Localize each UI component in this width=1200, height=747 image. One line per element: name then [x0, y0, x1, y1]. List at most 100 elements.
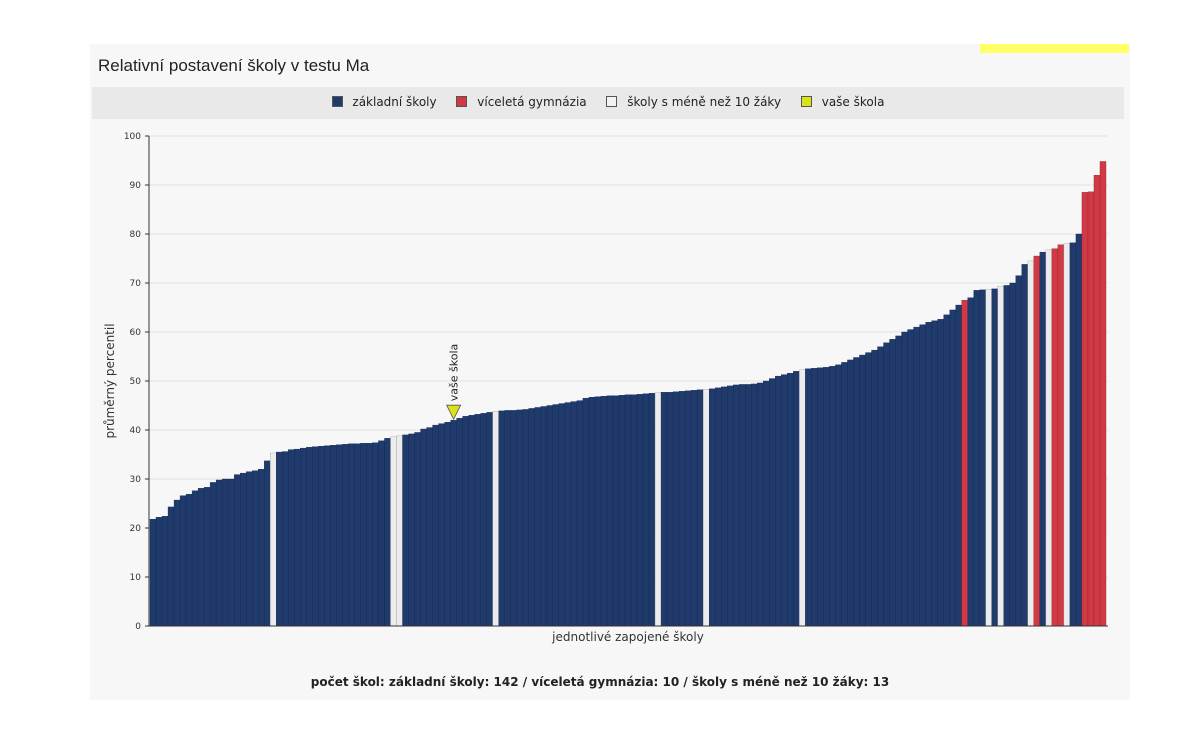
bar-zakladni — [769, 378, 776, 627]
legend-swatch-zakladni — [331, 96, 343, 107]
bar-zakladni — [234, 474, 241, 627]
bar-zakladni — [528, 408, 535, 627]
bar-zakladni — [721, 386, 728, 627]
bar-zakladni — [540, 406, 548, 627]
y-tick-label: 90 — [130, 181, 142, 191]
bar-zakladni — [426, 427, 433, 627]
bar-zakladni — [438, 423, 445, 627]
chart-bars — [149, 161, 1107, 627]
bar-zakladni — [1009, 282, 1016, 627]
bar-zakladni — [841, 362, 848, 627]
bar-zakladni — [1069, 242, 1077, 627]
bar-zakladni — [913, 326, 920, 627]
bar-zakladni — [276, 451, 283, 627]
bar-zakladni — [552, 404, 560, 627]
bar-zakladni — [877, 346, 884, 627]
bar-zakladni — [221, 478, 229, 627]
y-tick-label: 30 — [130, 475, 142, 485]
bar-zakladni — [600, 396, 608, 627]
bar-zakladni — [733, 384, 740, 627]
bar-zakladni — [173, 499, 181, 627]
bar-zakladni — [504, 410, 511, 627]
bar-zakladni — [462, 416, 469, 627]
bar-zakladni — [246, 471, 253, 627]
bar-zakladni — [727, 385, 734, 627]
bar-zakladni — [775, 375, 782, 627]
bar-mala-skola — [492, 411, 499, 627]
bar-zakladni — [588, 396, 596, 627]
bar-zakladni — [829, 366, 836, 627]
bar-mala-skola — [702, 389, 710, 627]
bar-zakladni — [781, 374, 788, 627]
bar-zakladni — [185, 494, 193, 627]
bar-zakladni — [408, 433, 415, 627]
bar-zakladni — [660, 392, 668, 627]
bar-gymnazium — [1099, 161, 1107, 627]
bar-zakladni — [564, 402, 572, 627]
legend-label-vase: vaše škola — [821, 95, 885, 109]
bar-zakladni — [498, 410, 505, 627]
bar-zakladni — [161, 516, 169, 627]
bar-zakladni — [522, 409, 529, 627]
legend-band: základní školy víceletá gymnázia školy s… — [92, 87, 1124, 119]
bar-zakladni — [378, 440, 385, 627]
bar-zakladni — [582, 397, 590, 627]
bar-zakladni — [354, 443, 361, 627]
x-axis-label: jednotlivé zapojené školy — [551, 630, 704, 644]
bar-zakladni — [666, 392, 674, 627]
bar-gymnazium — [1057, 244, 1065, 627]
bar-mala-skola — [799, 369, 806, 627]
bar-zakladni — [919, 324, 926, 627]
bar-zakladni — [306, 446, 313, 627]
y-tick-label: 50 — [130, 377, 142, 387]
bar-zakladni — [636, 394, 644, 627]
legend-item-vicelata-gymnazia: víceletá gymnázia — [456, 95, 587, 109]
bar-zakladni — [757, 382, 764, 627]
legend-label-male: školy s méně než 10 žáky — [627, 95, 782, 109]
bar-zakladni — [672, 391, 680, 627]
bar-gymnazium — [1087, 191, 1095, 627]
bar-zakladni — [558, 403, 566, 627]
bar-zakladni — [949, 309, 956, 627]
legend-item-male-skoly: školy s méně než 10 žáky — [606, 95, 781, 109]
bar-zakladni — [534, 407, 541, 627]
legend-item-zakladni-skoly: základní školy — [331, 95, 437, 109]
y-tick-label: 40 — [130, 426, 142, 436]
bar-zakladni — [330, 445, 337, 627]
bar-zakladni — [871, 349, 878, 627]
bar-mala-skola — [270, 452, 277, 627]
bar-zakladni — [432, 424, 439, 627]
bar-zakladni — [955, 304, 962, 627]
bar-zakladni — [708, 388, 716, 627]
bar-zakladni — [570, 401, 578, 627]
y-tick-label: 0 — [135, 622, 141, 632]
bar-zakladni — [348, 443, 355, 627]
bar-zakladni — [696, 389, 704, 627]
bar-zakladni — [925, 322, 932, 627]
bar-mala-skola — [390, 436, 397, 627]
bar-zakladni — [318, 445, 325, 627]
bar-gymnazium — [1093, 175, 1101, 627]
bar-zakladni — [1015, 275, 1022, 627]
bar-zakladni — [763, 380, 770, 627]
bar-zakladni — [203, 487, 211, 627]
bar-zakladni — [191, 490, 199, 627]
bar-zakladni — [907, 329, 914, 627]
bar-zakladni — [684, 390, 692, 627]
bar-zakladni — [444, 421, 451, 627]
bar-zakladni — [865, 352, 872, 627]
bar-mala-skola — [1027, 260, 1035, 627]
bar-zakladni — [648, 393, 656, 627]
bar-zakladni — [1075, 233, 1083, 627]
y-tick-label: 80 — [130, 230, 142, 240]
your-school-label: vaše škola — [448, 344, 461, 401]
bar-zakladni — [300, 447, 307, 627]
bar-zakladni — [901, 331, 908, 627]
bar-zakladni — [937, 319, 944, 627]
bar-zakladni — [678, 391, 686, 627]
bar-zakladni — [967, 297, 974, 627]
y-tick-label: 70 — [130, 279, 142, 289]
bar-zakladni — [288, 449, 295, 627]
